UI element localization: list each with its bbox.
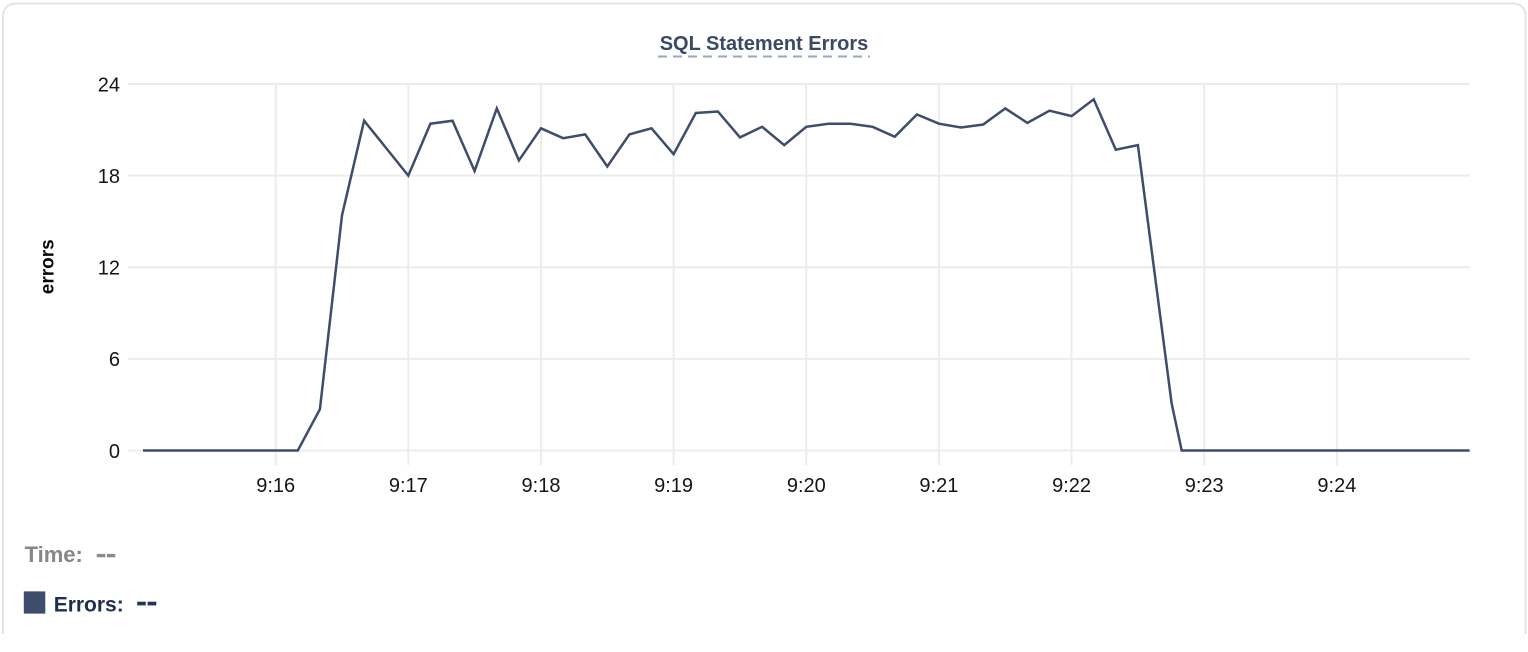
svg-text:6: 6: [109, 349, 120, 371]
svg-text:24: 24: [98, 74, 120, 96]
svg-text:9:19: 9:19: [654, 475, 693, 497]
svg-text:0: 0: [109, 441, 120, 463]
svg-text:Errors:: Errors:: [54, 594, 124, 617]
svg-text:9:24: 9:24: [1317, 475, 1356, 497]
svg-text:18: 18: [98, 166, 120, 188]
svg-text:9:21: 9:21: [919, 475, 958, 497]
svg-text:9:20: 9:20: [787, 475, 826, 497]
svg-text:9:16: 9:16: [256, 475, 295, 497]
svg-text:9:18: 9:18: [522, 475, 561, 497]
svg-text:Time:: Time:: [25, 542, 83, 567]
svg-text:9:17: 9:17: [389, 475, 428, 497]
svg-text:errors: errors: [38, 239, 59, 294]
svg-text:9:23: 9:23: [1185, 475, 1224, 497]
svg-text:SQL Statement Errors: SQL Statement Errors: [660, 33, 869, 55]
svg-text:9:22: 9:22: [1052, 475, 1091, 497]
svg-text:12: 12: [98, 258, 120, 280]
